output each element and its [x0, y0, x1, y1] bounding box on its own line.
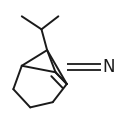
Text: N: N: [102, 58, 114, 76]
